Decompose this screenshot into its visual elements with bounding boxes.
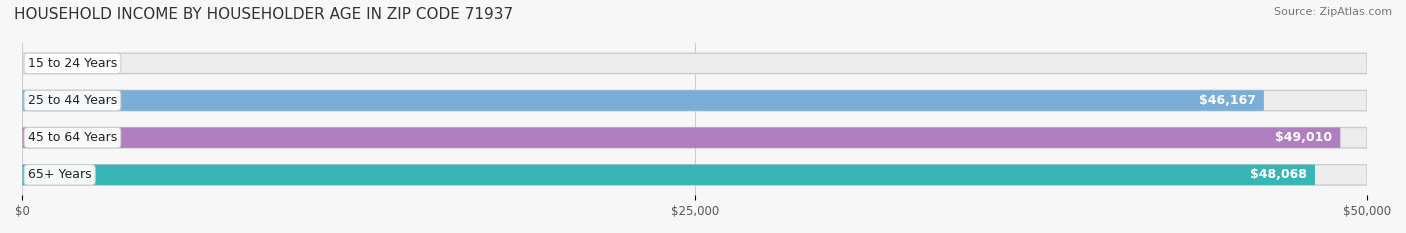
- FancyBboxPatch shape: [22, 127, 1340, 148]
- FancyBboxPatch shape: [22, 165, 1367, 185]
- Text: $48,068: $48,068: [1250, 168, 1308, 181]
- FancyBboxPatch shape: [22, 165, 1315, 185]
- FancyBboxPatch shape: [22, 90, 1264, 111]
- Text: 15 to 24 Years: 15 to 24 Years: [28, 57, 117, 70]
- Text: $49,010: $49,010: [1275, 131, 1333, 144]
- Text: Source: ZipAtlas.com: Source: ZipAtlas.com: [1274, 7, 1392, 17]
- FancyBboxPatch shape: [22, 90, 1367, 111]
- FancyBboxPatch shape: [22, 53, 1367, 74]
- Text: $46,167: $46,167: [1199, 94, 1256, 107]
- Text: HOUSEHOLD INCOME BY HOUSEHOLDER AGE IN ZIP CODE 71937: HOUSEHOLD INCOME BY HOUSEHOLDER AGE IN Z…: [14, 7, 513, 22]
- Text: $0: $0: [37, 57, 53, 70]
- Text: 45 to 64 Years: 45 to 64 Years: [28, 131, 117, 144]
- FancyBboxPatch shape: [22, 127, 1367, 148]
- Text: 65+ Years: 65+ Years: [28, 168, 91, 181]
- Text: 25 to 44 Years: 25 to 44 Years: [28, 94, 117, 107]
